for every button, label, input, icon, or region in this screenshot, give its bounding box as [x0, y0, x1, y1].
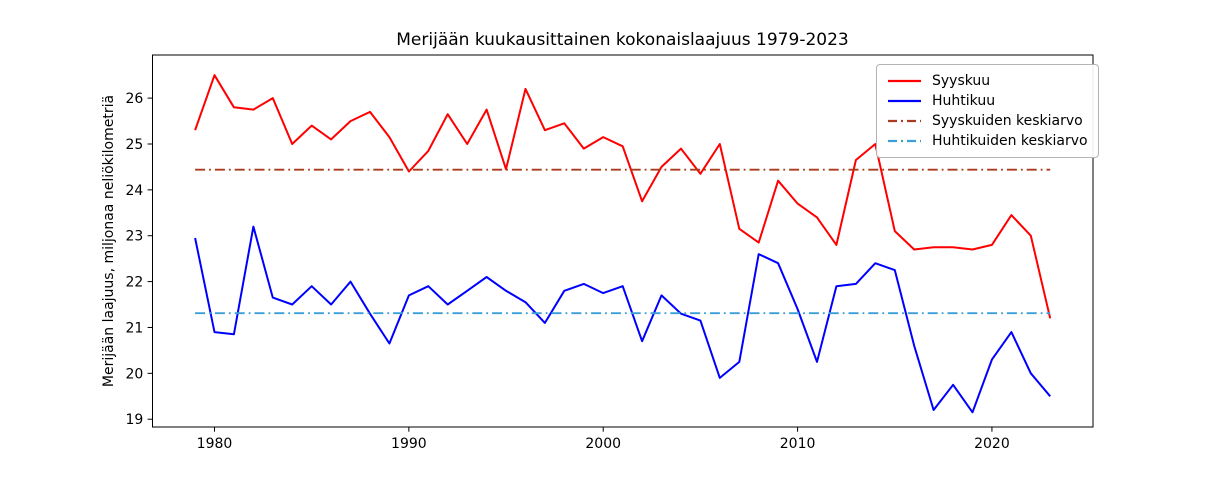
- legend-item-huhtikuiden-keskiarvo: Huhtikuiden keskiarvo: [886, 131, 1088, 151]
- x-tick-label: 1980: [197, 436, 233, 452]
- y-tick-label: 26: [125, 91, 143, 107]
- x-tick-label: 2020: [974, 436, 1010, 452]
- x-tick-label: 1990: [391, 436, 427, 452]
- syyskuu-line-sample-icon: [888, 79, 921, 83]
- x-tick-label: 2000: [585, 436, 621, 452]
- legend-item-huhtikuu: Huhtikuu: [886, 91, 1088, 111]
- legend-label-huhtikuiden-keskiarvo: Huhtikuiden keskiarvo: [932, 133, 1088, 149]
- syyskuiden-keskiarvo-line-sample-icon: [888, 119, 921, 123]
- y-tick-label: 22: [125, 275, 143, 291]
- series-line-1: [194, 225, 1051, 414]
- y-tick-label: 21: [125, 320, 143, 336]
- y-tick-label: 19: [125, 412, 143, 428]
- y-tick-label: 20: [125, 366, 143, 382]
- legend-label-syyskuu: Syyskuu: [932, 73, 991, 89]
- series-line-0: [194, 74, 1052, 319]
- huhtikuiden-keskiarvo-line-sample-icon: [888, 139, 921, 143]
- y-tick-label: 24: [125, 183, 143, 199]
- legend-item-syyskuu: Syyskuu: [886, 71, 1088, 91]
- chart-title: Merijään kuukausittainen kokonaislaajuus…: [396, 30, 849, 50]
- legend-label-syyskuiden-keskiarvo: Syyskuiden keskiarvo: [932, 113, 1083, 129]
- y-axis-label: Merijään laajuus, miljonaa neliökilometr…: [101, 94, 117, 388]
- legend-label-huhtikuu: Huhtikuu: [932, 93, 996, 109]
- legend: Syyskuu Huhtikuu Syyskuiden keskiarvo Hu…: [876, 64, 1099, 158]
- legend-item-syyskuiden-keskiarvo: Syyskuiden keskiarvo: [886, 111, 1088, 131]
- y-tick-label: 23: [125, 229, 143, 245]
- x-tick-label: 2010: [780, 436, 816, 452]
- huhtikuu-line-sample-icon: [888, 99, 921, 103]
- y-tick-label: 25: [125, 137, 143, 153]
- plot-border: [151, 54, 1094, 428]
